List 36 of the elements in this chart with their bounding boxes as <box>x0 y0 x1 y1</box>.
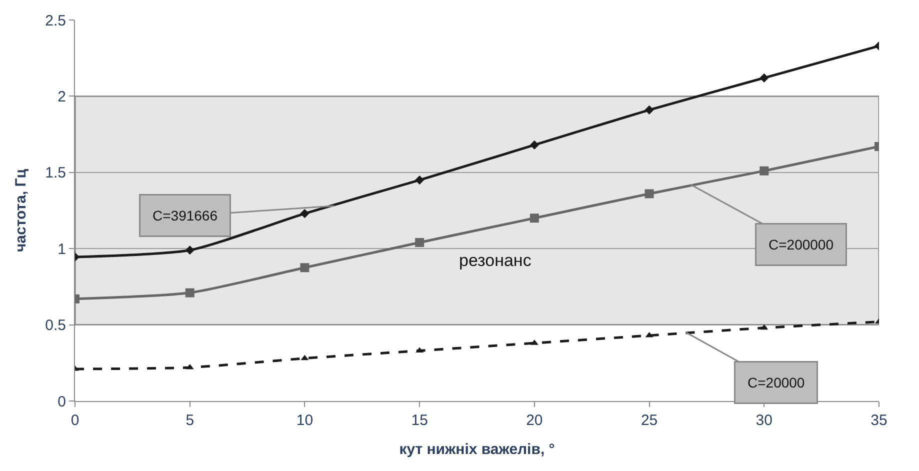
y-tick-label: 1.5 <box>45 164 66 182</box>
y-tick-label: 0.5 <box>45 317 66 334</box>
x-tick-label: 35 <box>870 412 888 429</box>
point <box>185 246 194 255</box>
y-tick-label: 1 <box>58 240 66 258</box>
x-tick-label: 10 <box>296 412 314 429</box>
annotation: C=20000 <box>748 374 805 390</box>
point <box>530 214 539 223</box>
point <box>530 140 539 150</box>
point <box>300 263 310 272</box>
point <box>644 189 654 198</box>
x-axis-title: кут нижніх важелів, ° <box>399 441 555 458</box>
point <box>760 73 769 82</box>
point <box>186 364 194 370</box>
y-tick-label: 0 <box>58 393 66 410</box>
point <box>415 238 424 247</box>
x-tick-label: 20 <box>526 412 543 429</box>
x-tick-label: 25 <box>640 412 658 429</box>
x-tick-label: 0 <box>70 412 80 429</box>
annotation: C=391666 <box>152 208 218 224</box>
point <box>645 332 654 338</box>
x-tick-label: 5 <box>186 412 194 429</box>
y-tick-label: 2.5 <box>45 12 66 30</box>
point <box>760 324 768 330</box>
y-tick-label: 2 <box>58 88 66 106</box>
x-tick-label: 15 <box>411 412 428 429</box>
x-tick-label: 30 <box>756 412 772 429</box>
y-axis-title: частота, Гц <box>12 168 30 252</box>
point <box>415 175 424 185</box>
band-label: резонанс <box>459 251 532 270</box>
point <box>760 166 769 176</box>
point <box>185 288 194 298</box>
point <box>300 209 310 218</box>
point <box>300 354 309 360</box>
annotation: C=200000 <box>768 236 834 252</box>
point <box>644 105 654 114</box>
